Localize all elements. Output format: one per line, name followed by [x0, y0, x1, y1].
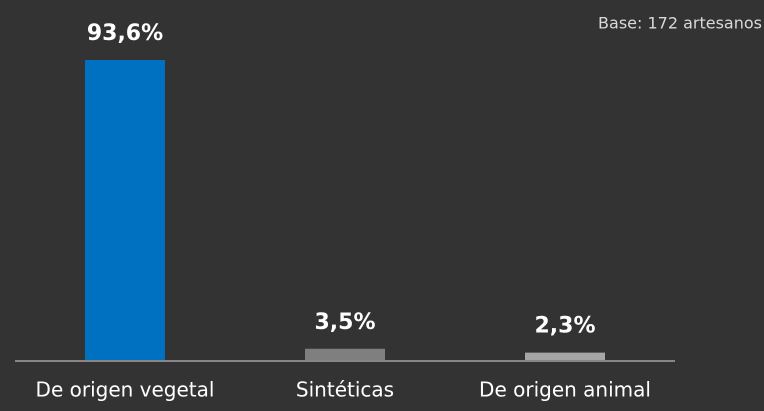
value-label: 93,6%	[87, 21, 163, 46]
bar	[85, 60, 165, 360]
value-label: 2,3%	[534, 314, 595, 339]
x-tick-label: De origen animal	[479, 378, 651, 402]
x-tick-label: Sintéticas	[296, 378, 394, 402]
bar	[305, 348, 385, 360]
value-label: 3,5%	[314, 310, 375, 335]
annotation: Base: 172 artesanos	[598, 14, 762, 33]
x-tick-label: De origen vegetal	[36, 378, 215, 402]
bar	[525, 352, 605, 360]
